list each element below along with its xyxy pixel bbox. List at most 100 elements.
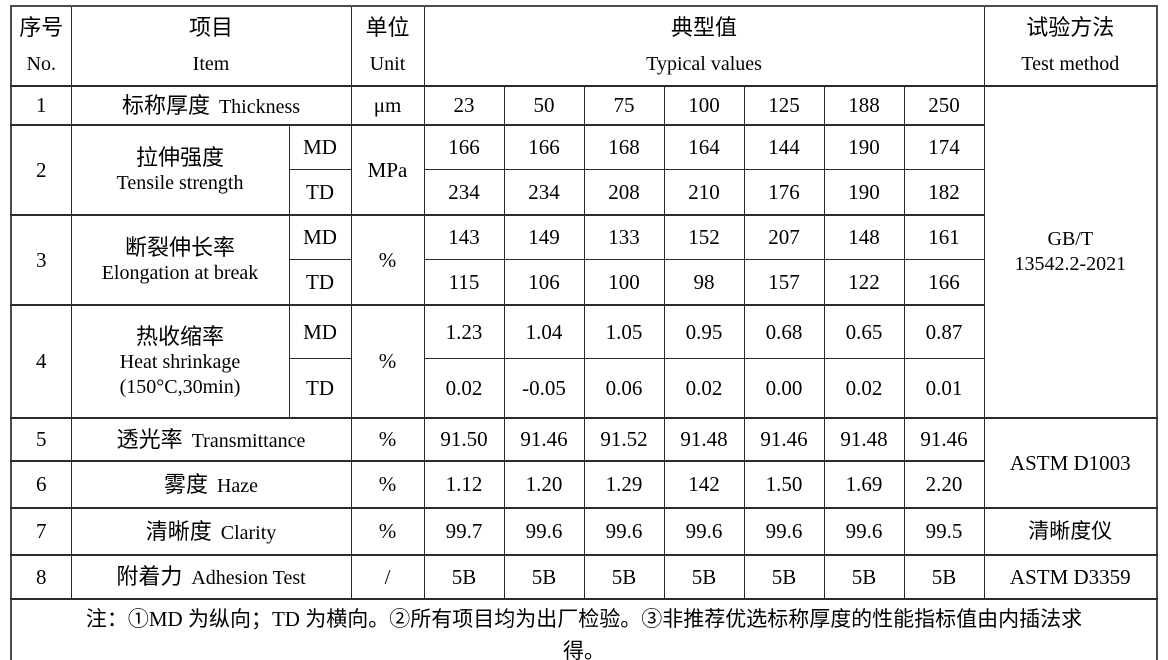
value-cell: 182	[903, 169, 985, 216]
value-cell: 168	[583, 124, 665, 170]
value-cell: 99.6	[663, 507, 745, 556]
row-tensile-md: 2 拉伸强度 Tensile strength MD MPa 166 166 1…	[10, 124, 1157, 216]
header-typical-en: Typical values	[646, 53, 762, 75]
value-cell: 0.02	[423, 358, 505, 419]
row-tensile-td: TD 234 234 208 210 176 190 182	[11, 169, 1157, 216]
value-cell: 100	[583, 259, 665, 306]
value-cell: 106	[503, 259, 585, 306]
value-cell: 99.6	[503, 507, 585, 556]
header-item-en: Item	[192, 53, 230, 75]
item-en: Heat shrinkage	[119, 351, 241, 374]
unit-cell: MPa	[350, 124, 425, 216]
value-cell: 0.01	[903, 358, 985, 419]
test-method-clarity-meter: 清晰度仪	[983, 507, 1158, 556]
item-zh: 拉伸强度	[135, 144, 224, 170]
footnote-row: 注：①MD 为纵向；TD 为横向。②所有项目均为出厂检验。③非推荐优选标称厚度的…	[10, 598, 1158, 660]
value-cell: 75	[583, 85, 665, 126]
value-cell: 176	[743, 169, 825, 216]
item-en: Adhesion Test	[191, 567, 306, 589]
value-cell: 5B	[583, 554, 665, 600]
header-typical-zh: 典型值	[671, 15, 738, 40]
header-test-method: 试验方法 Test method	[983, 5, 1158, 87]
header-method-en: Test method	[1021, 53, 1120, 75]
value-cell: 98	[663, 259, 745, 306]
value-cell: 166	[503, 124, 585, 170]
value-cell: 1.50	[743, 460, 825, 509]
value-cell: 250	[903, 85, 985, 126]
value-cell: 234	[423, 169, 505, 216]
item-en: Elongation at break	[101, 262, 259, 285]
value-cell: 188	[823, 85, 905, 126]
value-cell: 91.46	[903, 417, 985, 462]
value-cell: 1.29	[583, 460, 665, 509]
value-cell: 1.69	[823, 460, 905, 509]
direction-md: MD	[288, 214, 352, 260]
item-zh: 热收缩率	[135, 323, 224, 349]
value-cell: 91.48	[663, 417, 745, 462]
row-number: 6	[10, 460, 72, 509]
value-cell: 210	[663, 169, 745, 216]
footnote-line1: 注：①MD 为纵向；TD 为横向。②所有项目均为出厂检验。③非推荐优选标称厚度的…	[85, 606, 1083, 631]
unit-cell: μm	[350, 85, 425, 126]
unit-cell: %	[350, 417, 425, 462]
header-unit-zh: 单位	[365, 15, 410, 40]
value-cell: 91.48	[823, 417, 905, 462]
value-cell: 99.5	[903, 507, 985, 556]
row-transmittance: 5 透光率 Transmittance % 91.50 91.46 91.52 9…	[10, 417, 1158, 509]
value-cell: 174	[903, 124, 985, 170]
header-item-zh: 项目	[189, 15, 234, 40]
value-cell: 1.04	[503, 304, 585, 359]
direction-md: MD	[288, 304, 352, 359]
item-en: Transmittance	[191, 429, 306, 452]
item-en: Tensile strength	[116, 172, 244, 195]
value-cell: 166	[423, 124, 505, 170]
header-row: 序号 No. 项目 Item 单位 Unit 典型值 Typical value…	[10, 5, 1158, 87]
value-cell: 125	[743, 85, 825, 126]
value-cell: 5B	[663, 554, 745, 600]
value-cell: 91.46	[743, 417, 825, 462]
item-zh: 雾度	[163, 471, 208, 497]
unit-cell: %	[350, 304, 425, 419]
item-label: 透光率 Transmittance	[70, 417, 352, 462]
value-cell: 149	[503, 214, 585, 260]
value-cell: 91.50	[423, 417, 505, 462]
row-clarity: 7 清晰度 Clarity % 99.7 99.6 99.6 99.6 99.6 …	[10, 507, 1158, 556]
value-cell: 1.05	[583, 304, 665, 359]
header-unit: 单位 Unit	[350, 5, 425, 87]
direction-td: TD	[288, 259, 352, 306]
value-cell: 1.12	[423, 460, 505, 509]
value-cell: 115	[423, 259, 505, 306]
unit-cell: %	[350, 214, 425, 306]
value-cell: 190	[823, 169, 905, 216]
value-cell: 50	[503, 85, 585, 126]
value-cell: 166	[903, 259, 985, 306]
unit-cell: %	[350, 460, 425, 509]
test-method-gbt: GB/T 13542.2-2021	[983, 85, 1158, 419]
value-cell: 148	[823, 214, 905, 260]
header-method-zh: 试验方法	[1026, 15, 1115, 40]
value-cell: 161	[903, 214, 985, 260]
row-number: 5	[10, 417, 72, 462]
value-cell: -0.05	[503, 358, 585, 419]
unit-cell: /	[350, 554, 425, 600]
item-zh: 断裂伸长率	[124, 234, 235, 260]
item-zh: 透光率	[116, 426, 183, 452]
item-label: 附着力 Adhesion Test	[70, 554, 352, 600]
footnote: 注：①MD 为纵向；TD 为横向。②所有项目均为出厂检验。③非推荐优选标称厚度的…	[10, 598, 1158, 660]
value-cell: 5B	[423, 554, 505, 600]
value-cell: 208	[583, 169, 665, 216]
value-cell: 1.23	[423, 304, 505, 359]
value-cell: 152	[663, 214, 745, 260]
item-zh: 标称厚度	[121, 92, 210, 118]
value-cell: 91.52	[583, 417, 665, 462]
row-shrinkage-td: TD 0.02 -0.05 0.06 0.02 0.00 0.02 0.01	[11, 358, 1157, 419]
value-cell: 23	[423, 85, 505, 126]
header-unit-en: Unit	[369, 53, 406, 75]
item-label: 清晰度 Clarity	[70, 507, 352, 556]
row-elongation-md: 3 断裂伸长率 Elongation at break MD % 143 149…	[10, 214, 1157, 306]
value-cell: 5B	[743, 554, 825, 600]
header-item: 项目 Item	[70, 5, 352, 87]
item-en: Haze	[216, 474, 259, 497]
value-cell: 164	[663, 124, 745, 170]
value-cell: 190	[823, 124, 905, 170]
